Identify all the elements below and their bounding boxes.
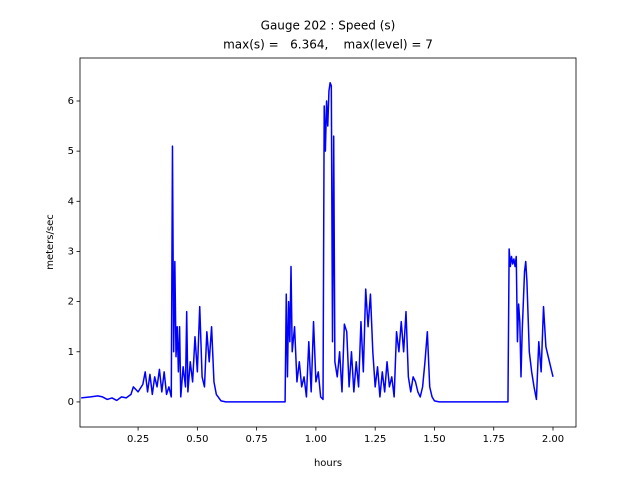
- x-tick-label: 1.00: [305, 434, 327, 445]
- y-tick-label: 6: [68, 96, 74, 107]
- chart-subtitle: max(s) = 6.364, max(level) = 7: [223, 38, 433, 52]
- x-axis-label: hours: [314, 458, 342, 469]
- chart-title: Gauge 202 : Speed (s): [261, 19, 396, 33]
- x-tick-label: 0.75: [246, 434, 268, 445]
- y-tick-label: 2: [68, 297, 74, 308]
- axes-frame: [79, 57, 577, 428]
- x-tick-label: 1.25: [364, 434, 386, 445]
- y-tick-label: 3: [68, 246, 74, 257]
- y-tick-label: 1: [68, 347, 74, 358]
- x-tick-label: 2.00: [542, 434, 564, 445]
- y-tick-label: 0: [68, 397, 74, 408]
- speed-line: [81, 81, 554, 403]
- x-tick-label: 1.75: [483, 434, 505, 445]
- y-tick-label: 4: [68, 196, 74, 207]
- y-tick-label: 5: [68, 146, 74, 157]
- y-axis-label: meters/sec: [45, 214, 56, 270]
- x-tick-label: 0.25: [127, 434, 149, 445]
- x-tick-label: 1.50: [423, 434, 445, 445]
- x-tick-label: 0.50: [186, 434, 208, 445]
